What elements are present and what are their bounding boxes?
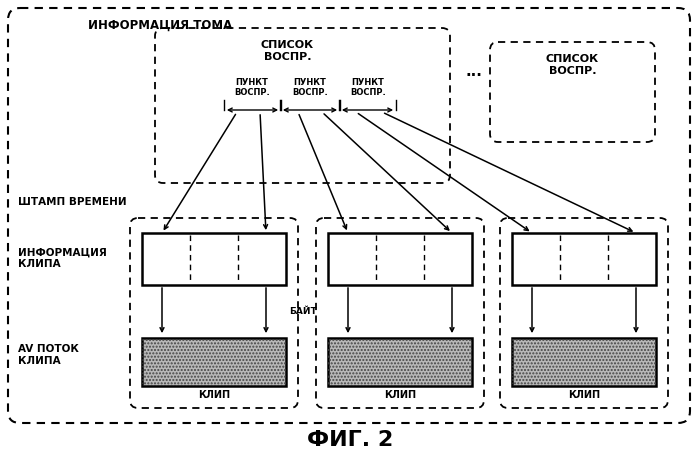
Text: ...: ... (466, 64, 482, 79)
Text: КЛИП: КЛИП (198, 390, 230, 400)
Text: ПУНКТ
ВОСПР.: ПУНКТ ВОСПР. (350, 78, 386, 98)
Text: ПУНКТ
ВОСПР.: ПУНКТ ВОСПР. (234, 78, 270, 98)
FancyBboxPatch shape (500, 218, 668, 408)
Bar (512, 338, 656, 386)
Bar (512, 338, 656, 386)
Text: БАЙТ: БАЙТ (289, 307, 317, 316)
Text: СПИСОК
ВОСПР.: СПИСОК ВОСПР. (546, 54, 599, 76)
Text: ИНФОРМАЦИЯ
КЛИПА: ИНФОРМАЦИЯ КЛИПА (18, 247, 107, 269)
FancyBboxPatch shape (155, 28, 450, 183)
Text: КЛИП: КЛИП (568, 390, 600, 400)
Text: ФИГ. 2: ФИГ. 2 (307, 430, 393, 450)
Bar (328, 338, 472, 386)
Text: ШТАМП ВРЕМЕНИ: ШТАМП ВРЕМЕНИ (18, 197, 127, 207)
Bar (328, 338, 472, 386)
FancyBboxPatch shape (130, 218, 298, 408)
Bar (328, 233, 472, 285)
Text: ПУНКТ
ВОСПР.: ПУНКТ ВОСПР. (292, 78, 328, 98)
Text: СПИСОК
ВОСПР.: СПИСОК ВОСПР. (261, 40, 314, 62)
FancyBboxPatch shape (316, 218, 484, 408)
Bar (142, 338, 286, 386)
Text: AV ПОТОК
КЛИПА: AV ПОТОК КЛИПА (18, 344, 79, 366)
Text: КЛИП: КЛИП (384, 390, 416, 400)
Bar (512, 233, 656, 285)
Bar (142, 338, 286, 386)
FancyBboxPatch shape (8, 8, 690, 423)
Text: ИНФОРМАЦИЯ ТОМА: ИНФОРМАЦИЯ ТОМА (88, 19, 232, 32)
Bar (142, 233, 286, 285)
FancyBboxPatch shape (490, 42, 655, 142)
